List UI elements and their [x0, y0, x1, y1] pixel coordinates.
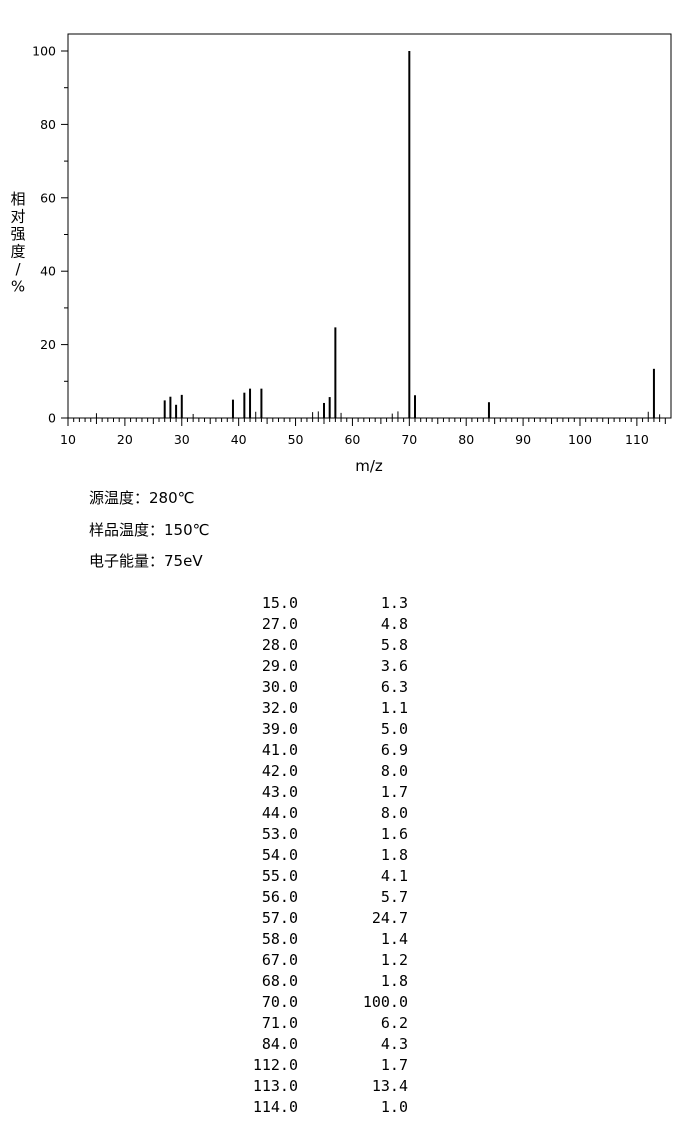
- x-tick-label: 80: [458, 432, 474, 447]
- x-tick-label: 20: [117, 432, 133, 447]
- intensity-cell: 5.7: [380, 888, 408, 906]
- intensity-cell: 5.0: [380, 720, 408, 738]
- mz-cell: 27.0: [261, 615, 298, 633]
- mz-cell: 28.0: [261, 636, 298, 654]
- y-tick-label: 40: [40, 264, 56, 279]
- y-tick-label: 0: [48, 411, 56, 426]
- mz-cell: 15.0: [261, 594, 298, 612]
- intensity-cell: 4.1: [380, 867, 408, 885]
- x-tick-label: 30: [174, 432, 190, 447]
- y-tick-label: 80: [40, 117, 56, 132]
- mz-cell: 42.0: [261, 762, 298, 780]
- mz-cell: 43.0: [261, 783, 298, 801]
- mz-cell: 56.0: [261, 888, 298, 906]
- y-axis-title: 相对强度/%: [10, 190, 25, 296]
- mz-cell: 29.0: [261, 657, 298, 675]
- intensity-cell: 6.3: [380, 678, 408, 696]
- intensity-cell: 8.0: [380, 804, 408, 822]
- mass-spectrum-chart: 0 20 40 60 80 100 10 20 30 40 50 60 70 80 90 100 110 m/…: [10, 33, 672, 475]
- x-tick-label: 10: [60, 432, 76, 447]
- mz-cell: 114.0: [252, 1098, 298, 1116]
- plot-frame: [67, 33, 672, 419]
- mz-cell: 32.0: [261, 699, 298, 717]
- mz-cell: 68.0: [261, 972, 298, 990]
- x-axis: 10 20 30 40 50 60 70 80 90 100 110: [60, 418, 666, 447]
- mz-cell: 112.0: [252, 1056, 298, 1074]
- x-tick-label: 70: [401, 432, 417, 447]
- source-temperature: 源温度：280℃: [89, 489, 195, 507]
- intensity-cell: 6.9: [380, 741, 408, 759]
- x-axis-title: m/z: [355, 457, 383, 475]
- x-tick-label: 50: [288, 432, 304, 447]
- mz-cell: 57.0: [261, 909, 298, 927]
- mz-cell: 67.0: [261, 951, 298, 969]
- y-tick-label: 20: [40, 337, 56, 352]
- mz-cell: 53.0: [261, 825, 298, 843]
- intensity-cell: 4.8: [380, 615, 408, 633]
- intensity-cell: 4.3: [380, 1035, 408, 1053]
- x-tick-label: 90: [515, 432, 531, 447]
- intensity-cell: 1.2: [380, 951, 408, 969]
- mz-cell: 84.0: [261, 1035, 298, 1053]
- mz-cell: 113.0: [252, 1077, 298, 1095]
- intensity-cell: 1.4: [380, 930, 408, 948]
- sample-temperature: 样品温度：150℃: [89, 521, 210, 539]
- x-tick-label: 40: [231, 432, 247, 447]
- intensity-cell: 24.7: [371, 909, 408, 927]
- intensity-cell: 5.8: [380, 636, 408, 654]
- mz-cell: 58.0: [261, 930, 298, 948]
- intensity-cell: 1.8: [380, 846, 408, 864]
- intensity-cell: 1.7: [380, 1056, 408, 1074]
- mz-cell: 41.0: [261, 741, 298, 759]
- y-tick-label: 100: [32, 44, 56, 59]
- peak-bars: [95, 51, 661, 418]
- mz-cell: 71.0: [261, 1014, 298, 1032]
- intensity-cell: 100.0: [362, 993, 408, 1011]
- mz-cell: 39.0: [261, 720, 298, 738]
- mz-cell: 54.0: [261, 846, 298, 864]
- intensity-cell: 1.1: [380, 699, 408, 717]
- mz-cell: 55.0: [261, 867, 298, 885]
- mz-cell: 70.0: [261, 993, 298, 1011]
- electron-energy: 电子能量：75eV: [89, 552, 203, 570]
- intensity-cell: 1.0: [380, 1098, 408, 1116]
- intensity-cell: 3.6: [380, 657, 408, 675]
- intensity-cell: 8.0: [380, 762, 408, 780]
- y-tick-label: 60: [40, 190, 56, 205]
- intensity-cell: 13.4: [371, 1077, 408, 1095]
- x-tick-label: 60: [344, 432, 360, 447]
- mz-cell: 30.0: [261, 678, 298, 696]
- intensity-cell: 1.3: [380, 594, 408, 612]
- intensity-cell: 1.6: [380, 825, 408, 843]
- x-tick-label: 100: [568, 432, 592, 447]
- mz-cell: 44.0: [261, 804, 298, 822]
- intensity-cell: 6.2: [380, 1014, 408, 1032]
- y-axis: 0 20 40 60 80 100: [32, 44, 68, 426]
- intensity-cell: 1.8: [380, 972, 408, 990]
- x-tick-label: 110: [625, 432, 649, 447]
- intensity-cell: 1.7: [380, 783, 408, 801]
